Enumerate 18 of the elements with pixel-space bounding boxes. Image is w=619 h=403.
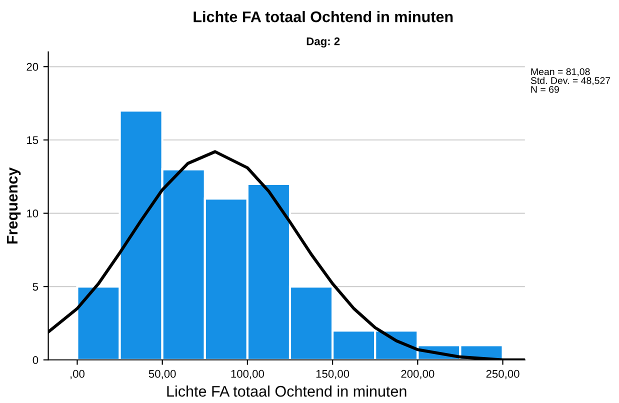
x-tick-label: ,00 (70, 370, 85, 380)
x-tick-label: 150,00 (316, 370, 350, 380)
x-tick-label: 200,00 (401, 370, 434, 380)
x-tick-label: 250,00 (486, 370, 520, 380)
y-tick-label: 15 (27, 136, 38, 144)
x-tick-label: 50,00 (148, 370, 176, 380)
chart-subtitle: Dag: 2 (306, 37, 340, 48)
y-tick-label: 0 (32, 356, 38, 364)
y-tick-label: 10 (27, 210, 38, 218)
text: Mean = 81,08 (531, 68, 590, 76)
text: Std. Dev. = 48,527 (530, 76, 610, 86)
chart-title: Lichte FA totaal Ochtend in minuten (194, 11, 453, 22)
x-axis-title: Lichte FA totaal Ochtend in minuten (167, 386, 406, 397)
y-tick-label: 20 (26, 62, 38, 71)
y-tick-label: 5 (32, 282, 38, 291)
y-axis-title: Frequency (6, 167, 21, 244)
text: N = 69 (531, 86, 559, 93)
x-tick-label: 100,00 (231, 370, 264, 380)
